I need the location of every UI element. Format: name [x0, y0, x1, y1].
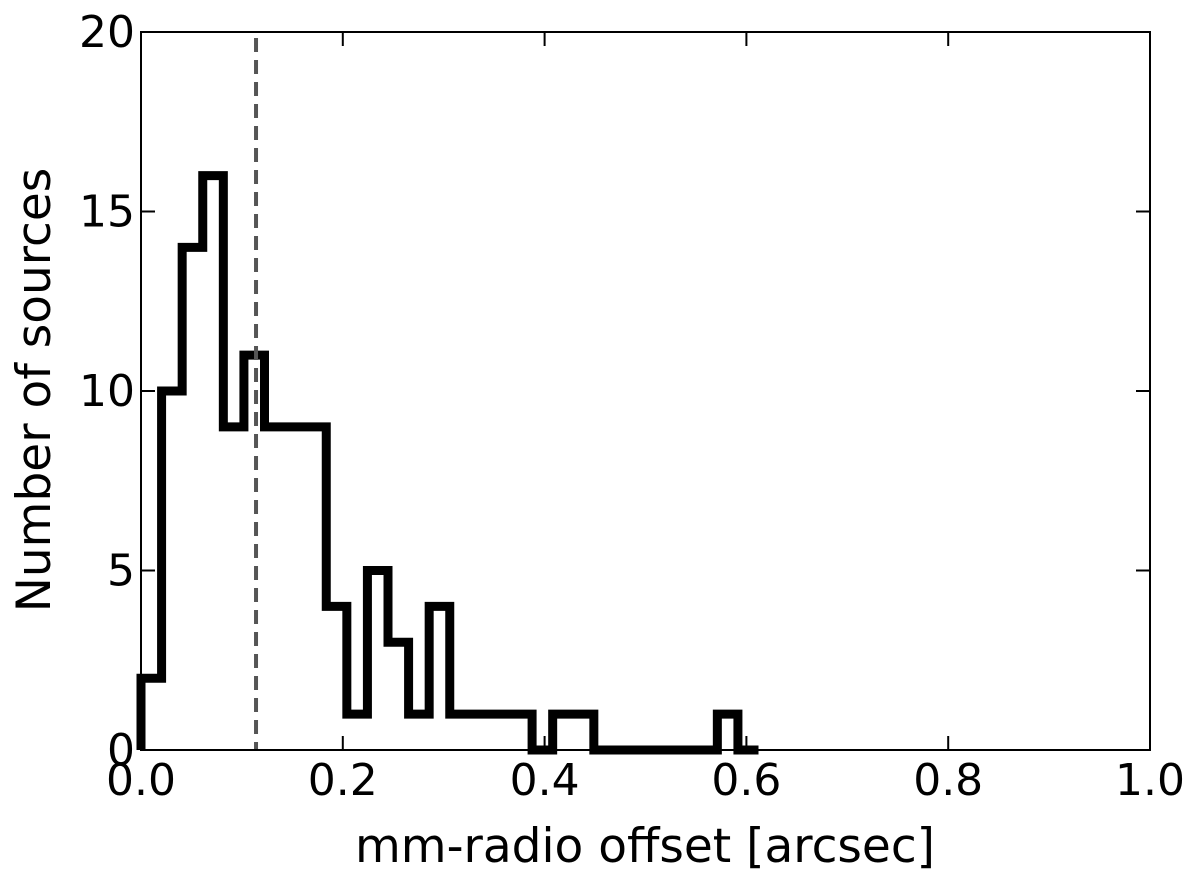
histogram-bin — [265, 427, 286, 750]
histogram-bin — [553, 714, 574, 750]
y-tick-label: 20 — [79, 7, 135, 58]
histogram-bin — [367, 571, 388, 751]
histogram-bin — [326, 606, 347, 750]
histogram-bin — [388, 642, 409, 750]
x-axis-label: mm-radio offset [arcsec] — [355, 819, 935, 874]
x-tick-label: 0.6 — [711, 755, 781, 806]
histogram-bin — [223, 427, 244, 750]
histogram-bin — [347, 714, 368, 750]
histogram-bin — [162, 391, 183, 750]
histogram-bin — [512, 714, 533, 750]
histogram-bin — [450, 714, 471, 750]
x-tick-label: 0.0 — [106, 755, 176, 806]
histogram-bin — [306, 427, 327, 750]
y-tick-label: 10 — [79, 366, 135, 417]
x-tick-label: 0.2 — [308, 755, 378, 806]
histogram-marks — [136, 38, 759, 755]
histogram-bin — [182, 247, 203, 750]
y-tick-label: 15 — [79, 187, 135, 238]
histogram-bin — [470, 714, 491, 750]
histogram-bin — [717, 714, 738, 750]
histogram-bin — [573, 714, 594, 750]
histogram-bin — [141, 678, 162, 750]
histogram-bin — [409, 714, 430, 750]
histogram-bin — [491, 714, 512, 750]
y-tick-label: 5 — [107, 546, 135, 597]
y-tick-label: 0 — [107, 725, 135, 776]
x-tick-label: 0.4 — [510, 755, 580, 806]
axes: 0.0 0.2 0.4 0.6 0.8 1.0 0 5 10 15 20 — [79, 7, 1185, 806]
histogram-bin — [285, 427, 306, 750]
y-axis-label: Number of sources — [7, 168, 62, 613]
x-tick-label: 1.0 — [1115, 755, 1185, 806]
histogram-bin — [203, 176, 224, 750]
x-tick-label: 0.8 — [913, 755, 983, 806]
histogram-bin — [429, 606, 450, 750]
